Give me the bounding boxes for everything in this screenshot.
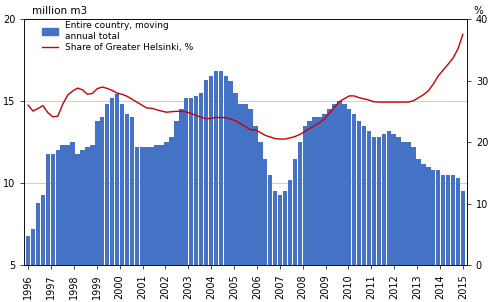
Bar — [386, 131, 391, 265]
Bar — [342, 104, 347, 265]
Bar — [174, 121, 179, 265]
Text: %: % — [474, 6, 484, 16]
Bar — [396, 137, 401, 265]
Bar — [218, 72, 223, 265]
Bar — [243, 104, 248, 265]
Bar — [90, 146, 95, 265]
Bar — [253, 126, 258, 265]
Bar — [223, 76, 228, 265]
Bar — [278, 195, 282, 265]
Bar — [60, 146, 65, 265]
Bar — [357, 121, 361, 265]
Bar — [451, 175, 455, 265]
Bar — [159, 146, 164, 265]
Bar — [401, 142, 406, 265]
Bar — [377, 137, 381, 265]
Bar — [263, 159, 268, 265]
Bar — [426, 167, 431, 265]
Bar — [51, 154, 55, 265]
Bar — [322, 114, 327, 265]
Bar — [154, 146, 159, 265]
Text: million m3: million m3 — [32, 6, 87, 16]
Bar — [105, 104, 109, 265]
Bar — [75, 154, 80, 265]
Bar — [268, 175, 273, 265]
Bar — [327, 109, 332, 265]
Bar — [456, 178, 460, 265]
Legend: Entire country, moving
annual total, Share of Greater Helsinki, %: Entire country, moving annual total, Sha… — [42, 21, 193, 53]
Bar — [194, 96, 198, 265]
Bar — [125, 114, 129, 265]
Bar — [461, 191, 465, 265]
Bar — [80, 150, 85, 265]
Bar — [317, 117, 322, 265]
Bar — [391, 134, 396, 265]
Bar — [189, 98, 193, 265]
Bar — [352, 114, 356, 265]
Bar — [367, 131, 371, 265]
Bar — [139, 147, 144, 265]
Bar — [55, 150, 60, 265]
Bar — [416, 159, 421, 265]
Bar — [41, 195, 45, 265]
Bar — [258, 142, 263, 265]
Bar — [95, 121, 100, 265]
Bar — [362, 126, 366, 265]
Bar — [184, 98, 189, 265]
Bar — [382, 134, 386, 265]
Bar — [411, 147, 416, 265]
Bar — [436, 170, 440, 265]
Bar — [144, 147, 149, 265]
Bar — [120, 104, 124, 265]
Bar — [248, 109, 253, 265]
Bar — [298, 142, 302, 265]
Bar — [26, 236, 30, 265]
Bar — [332, 104, 337, 265]
Bar — [169, 137, 174, 265]
Bar — [238, 104, 243, 265]
Bar — [130, 117, 134, 265]
Bar — [347, 109, 352, 265]
Bar — [214, 72, 218, 265]
Bar — [31, 229, 35, 265]
Bar — [228, 81, 233, 265]
Bar — [337, 101, 342, 265]
Bar — [446, 175, 450, 265]
Bar — [312, 117, 317, 265]
Bar — [441, 175, 445, 265]
Bar — [293, 159, 297, 265]
Bar — [149, 147, 154, 265]
Bar — [372, 137, 376, 265]
Bar — [302, 126, 307, 265]
Bar — [283, 191, 287, 265]
Bar — [421, 163, 426, 265]
Bar — [204, 80, 208, 265]
Bar — [115, 95, 119, 265]
Bar — [70, 142, 75, 265]
Bar — [46, 154, 50, 265]
Bar — [209, 76, 213, 265]
Bar — [307, 121, 312, 265]
Bar — [431, 170, 436, 265]
Bar — [110, 98, 114, 265]
Bar — [406, 142, 411, 265]
Bar — [273, 191, 277, 265]
Bar — [100, 117, 105, 265]
Bar — [36, 203, 40, 265]
Bar — [135, 147, 139, 265]
Bar — [199, 93, 203, 265]
Bar — [85, 147, 90, 265]
Bar — [65, 146, 70, 265]
Bar — [179, 109, 184, 265]
Bar — [288, 180, 292, 265]
Bar — [164, 142, 169, 265]
Bar — [233, 93, 238, 265]
